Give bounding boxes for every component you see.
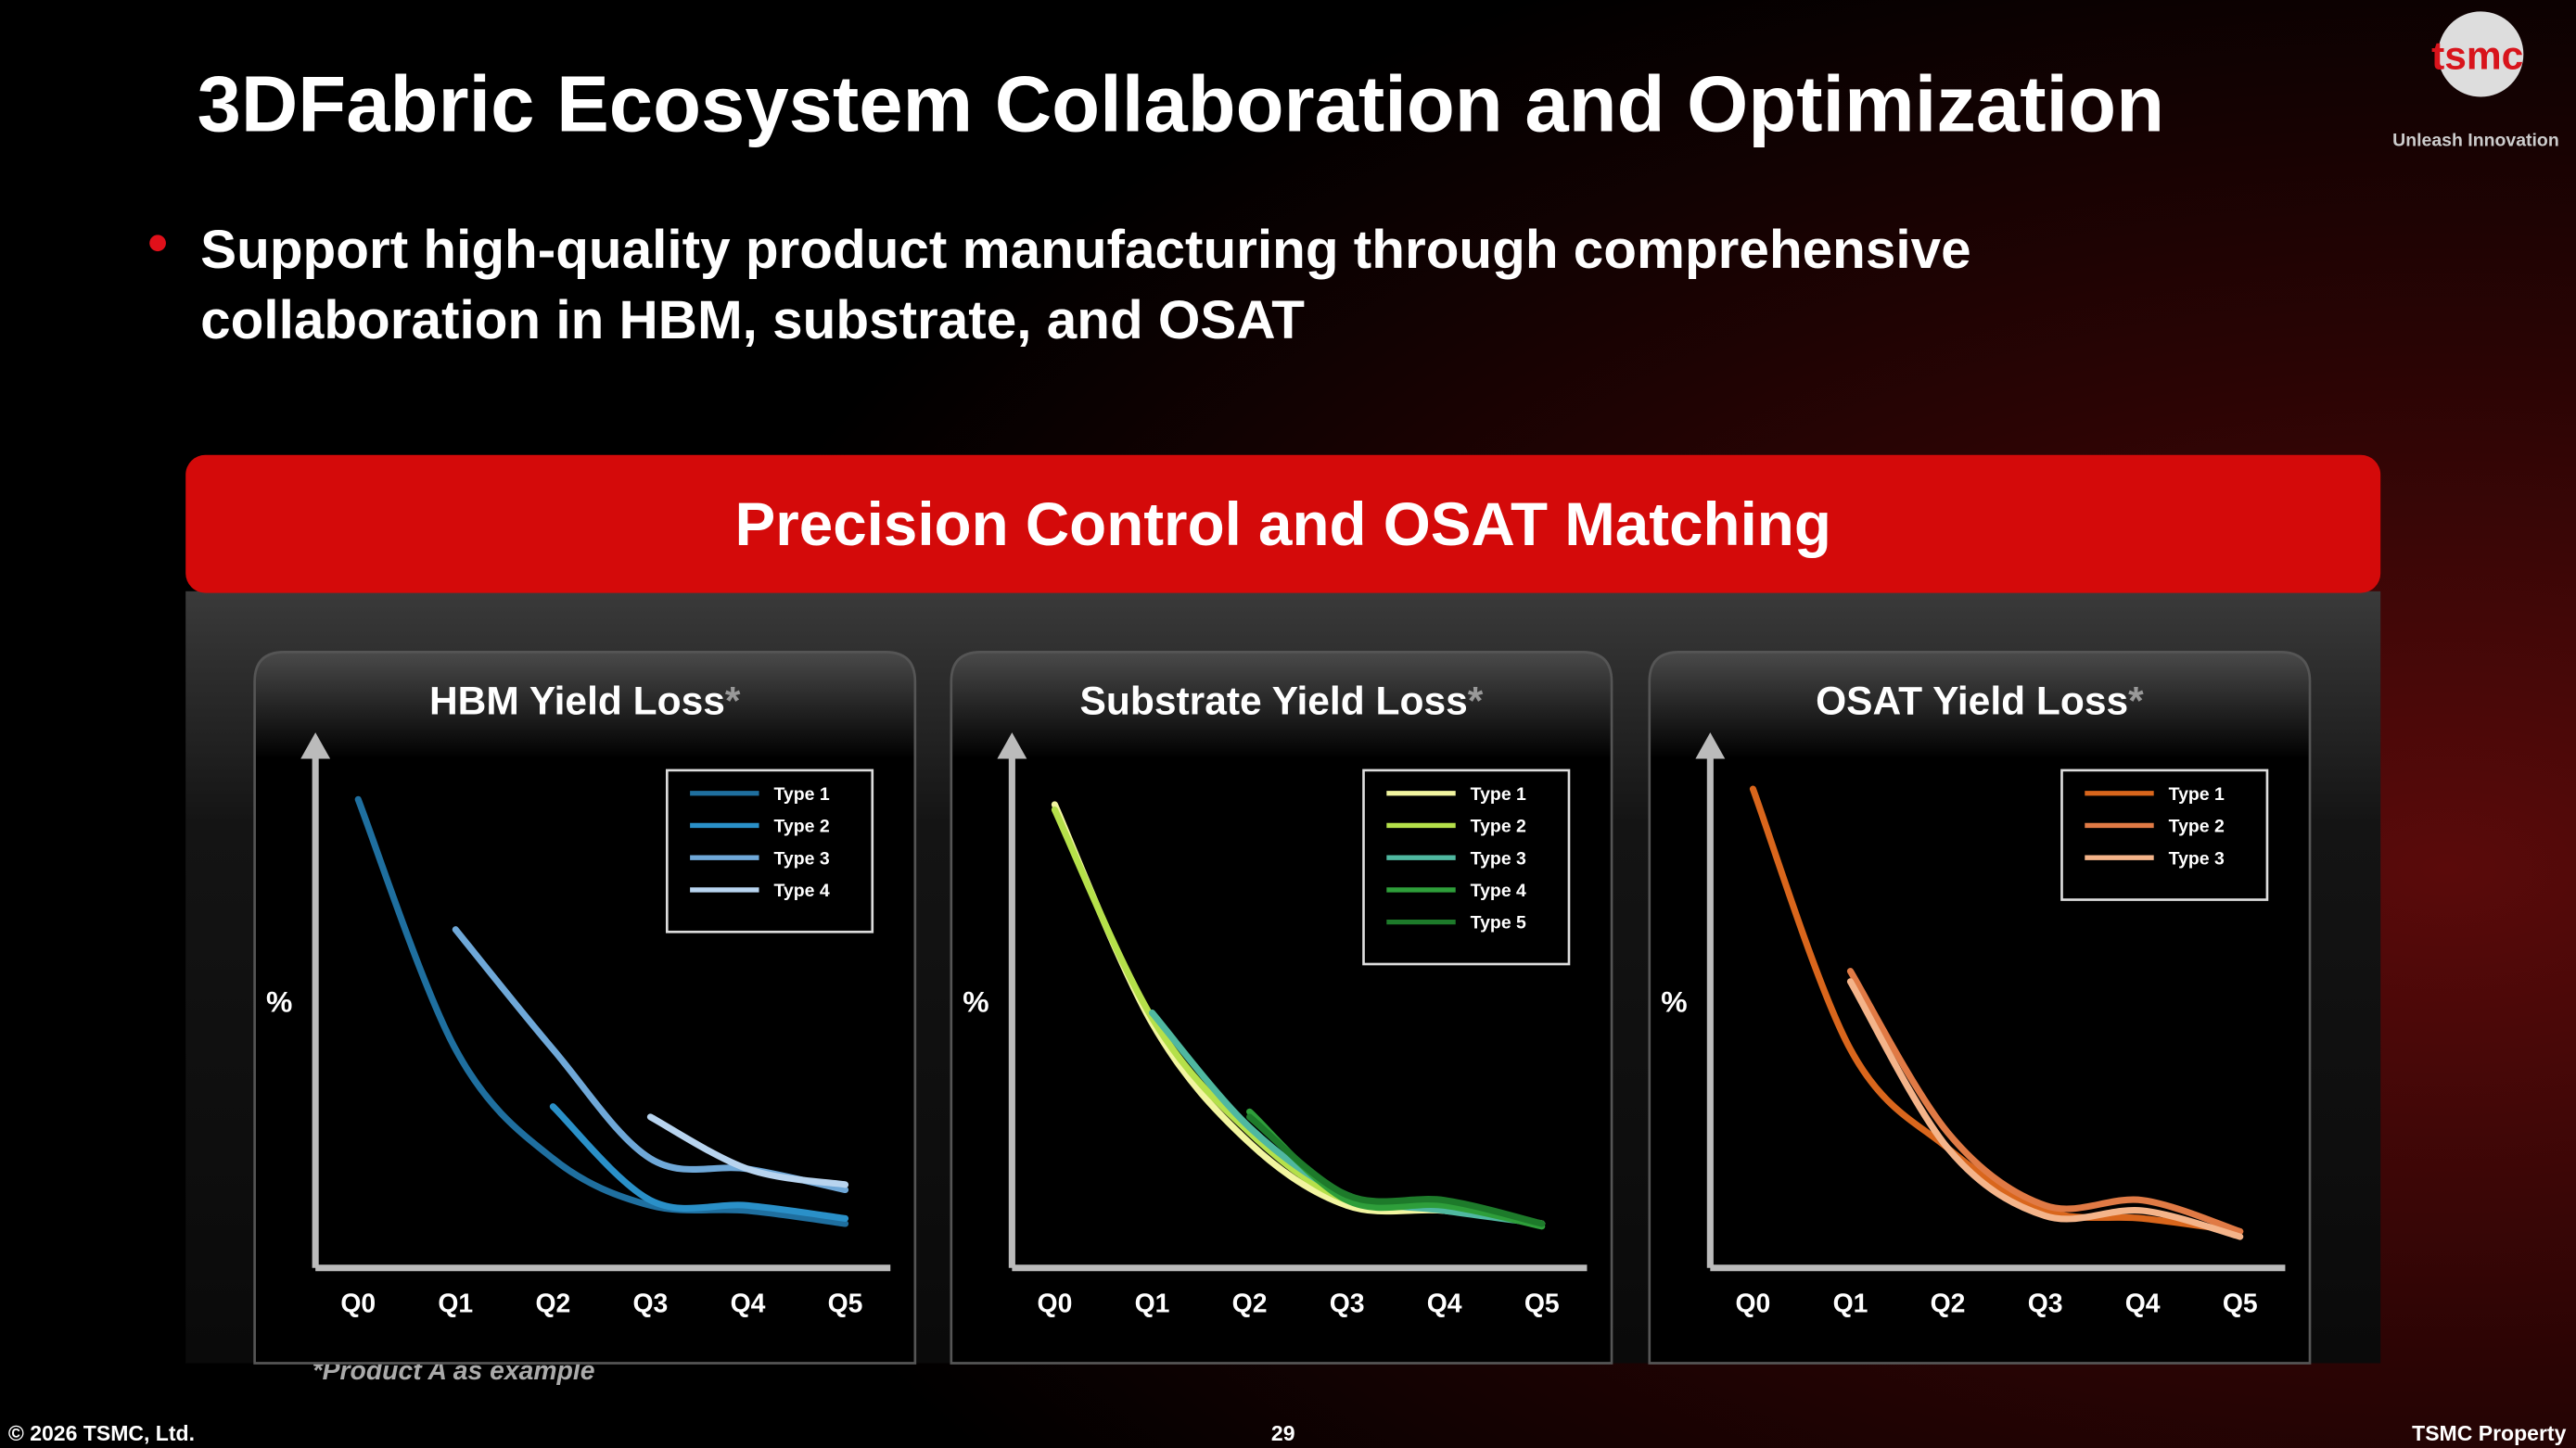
bullet-dot (149, 235, 166, 252)
x-tick-label: Q4 (2125, 1289, 2161, 1319)
legend-label: Type 2 (773, 817, 829, 837)
slide-title: 3DFabric Ecosystem Collaboration and Opt… (198, 61, 2164, 149)
banner-text: Precision Control and OSAT Matching (735, 490, 1831, 558)
y-axis-label: % (963, 984, 988, 1018)
chart-card (950, 651, 1613, 1365)
x-tick-label: Q0 (1038, 1289, 1073, 1319)
bullet-line: collaboration in HBM, substrate, and OSA… (200, 290, 1305, 350)
x-tick-label: Q4 (731, 1289, 766, 1319)
legend-label: Type 3 (1471, 848, 1526, 869)
footer-right: TSMC Property (2412, 1421, 2566, 1445)
series-line (549, 1103, 849, 1222)
series-line (1846, 978, 2244, 1240)
y-axis-arrow (997, 732, 1027, 759)
legend-label: Type 4 (1471, 881, 1526, 901)
chart-title: OSAT Yield Loss* (1816, 680, 2144, 724)
logo-tagline: Unleash Innovation (2392, 131, 2559, 151)
legend-box (1362, 768, 1571, 966)
chart-card (253, 651, 917, 1365)
legend-label: Type 1 (2169, 784, 2225, 805)
x-tick-label: Q5 (2223, 1289, 2258, 1319)
chart-title-text: Substrate Yield Loss (1080, 680, 1468, 724)
legend-label: Type 5 (1471, 913, 1526, 934)
y-axis-arrow (300, 732, 331, 759)
x-tick-label: Q3 (1330, 1289, 1365, 1319)
slide-content: 3DFabric Ecosystem Collaboration and Opt… (8, 11, 2567, 1445)
series-line (1246, 1113, 1546, 1227)
y-axis-label: % (266, 984, 292, 1018)
series-line (354, 795, 849, 1227)
chart-title: HBM Yield Loss* (429, 680, 741, 724)
legend-box (665, 768, 874, 934)
legend-label: Type 3 (773, 848, 829, 869)
x-tick-label: Q2 (1931, 1289, 1966, 1319)
series-line (1846, 968, 2244, 1235)
chart-title-text: OSAT Yield Loss (1816, 680, 2128, 724)
x-tick-label: Q2 (1232, 1289, 1268, 1319)
x-tick-label: Q1 (1833, 1289, 1868, 1319)
x-tick-label: Q3 (633, 1289, 669, 1319)
y-axis-arrow (1695, 732, 1726, 759)
chart-title-mark: * (2128, 680, 2144, 724)
x-tick-label: Q1 (1135, 1289, 1170, 1319)
x-tick-label: Q0 (340, 1289, 376, 1319)
x-tick-label: Q1 (438, 1289, 473, 1319)
legend-label: Type 1 (773, 784, 829, 805)
logo-badge (2438, 11, 2524, 97)
x-tick-label: Q0 (1736, 1289, 1771, 1319)
chart-title: Substrate Yield Loss* (1080, 680, 1484, 724)
logo: tsmc (2431, 34, 2523, 78)
chart: HBM Yield Loss*% Q0 Q1 Q2 Q3 Q4 Q5 Type 1 Type 2… (253, 651, 917, 1365)
chart-card (1648, 651, 2312, 1365)
legend-label: Type 3 (2169, 848, 2225, 869)
legend-label: Type 2 (1471, 817, 1526, 837)
x-tick-label: Q2 (535, 1289, 570, 1319)
chart-title-mark: * (725, 680, 741, 724)
legend-label: Type 4 (773, 881, 829, 901)
footer-left: © 2026 TSMC, Ltd. (8, 1421, 195, 1445)
x-tick-label: Q4 (1427, 1289, 1462, 1319)
chart-title-mark: * (1468, 680, 1484, 724)
legend-label: Type 2 (2169, 817, 2225, 837)
series-line (646, 1113, 849, 1188)
page-number: 29 (1271, 1421, 1295, 1445)
legend-box (2060, 768, 2269, 901)
x-tick-label: Q3 (2028, 1289, 2063, 1319)
chart: OSAT Yield Loss*% Q0 Q1 Q2 Q3 Q4 Q5 Type 1 Type … (1648, 651, 2312, 1365)
bullet-line: Support high-quality product manufacturi… (200, 220, 1971, 280)
banner (185, 454, 2381, 593)
chart: Substrate Yield Loss*% Q0 Q1 Q2 Q3 Q4 Q5 Type 1… (950, 651, 1613, 1365)
x-tick-label: Q5 (1524, 1289, 1560, 1319)
y-axis-label: % (1661, 984, 1687, 1018)
x-tick-label: Q5 (828, 1289, 863, 1319)
chart-title-text: HBM Yield Loss (429, 680, 725, 724)
legend-label: Type 1 (1471, 784, 1526, 805)
